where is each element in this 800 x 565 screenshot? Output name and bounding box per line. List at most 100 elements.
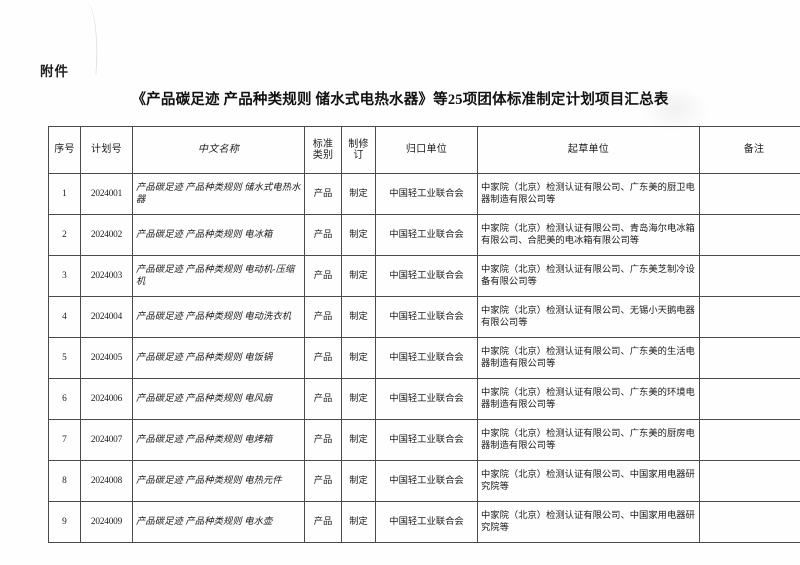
cell-plan-no: 2024001	[80, 173, 133, 215]
page-title: 《产品碳足迹 产品种类规则 储水式电热水器》等25项团体标准制定计划项目汇总表	[131, 92, 669, 108]
cell-seq: 5	[48, 337, 81, 379]
cell-category: 产品	[304, 214, 342, 256]
table-header: 序号 计划号 中文名称 标准 类别 制修 订 归口单位 起草单位 备注	[48, 126, 800, 174]
column-header-revision: 制修 订	[341, 126, 376, 174]
cell-category: 产品	[304, 501, 342, 543]
scan-artifact-curve	[69, 1, 102, 75]
cell-name-cn: 产品碳足迹 产品种类规则 电饭锅	[132, 337, 305, 379]
column-header-seq: 序号	[48, 126, 81, 174]
column-header-plan-no: 计划号	[80, 126, 133, 174]
cell-plan-no: 2024003	[80, 255, 133, 297]
cell-revision: 制定	[341, 419, 376, 461]
cell-revision: 制定	[341, 214, 376, 256]
table-row: 3 2024003 产品碳足迹 产品种类规则 电动机-压缩机 产品 制定 中国轻工业联合会…	[48, 255, 800, 297]
cell-note	[699, 419, 800, 461]
cell-name-cn: 产品碳足迹 产品种类规则 电水壶	[132, 501, 305, 543]
cell-revision: 制定	[341, 378, 376, 420]
cell-org: 中国轻工业联合会	[375, 378, 478, 420]
cell-note	[699, 255, 800, 297]
standards-plan-table: 序号 计划号 中文名称 标准 类别 制修 订 归口单位 起草单位 备注 1 202…	[48, 126, 800, 543]
cell-note	[699, 460, 800, 502]
cell-plan-no: 2024002	[80, 214, 133, 256]
cell-name-cn: 产品碳足迹 产品种类规则 电动机-压缩机	[132, 255, 305, 297]
cell-revision: 制定	[341, 460, 376, 502]
table-row: 8 2024008 产品碳足迹 产品种类规则 电热元件 产品 制定 中国轻工业联合会 中家院…	[48, 460, 800, 502]
cell-name-cn: 产品碳足迹 产品种类规则 电风扇	[132, 378, 305, 420]
cell-category: 产品	[304, 378, 342, 420]
cell-seq: 9	[48, 501, 81, 543]
cell-drafting: 中家院（北京）检测认证有限公司、无锡小天鹅电器有限公司等	[477, 296, 700, 338]
column-header-name-cn: 中文名称	[132, 126, 305, 174]
cell-org: 中国轻工业联合会	[375, 296, 478, 338]
table-header-row: 序号 计划号 中文名称 标准 类别 制修 订 归口单位 起草单位 备注	[48, 126, 800, 174]
attachment-label: 附件	[40, 64, 69, 79]
cell-name-cn: 产品碳足迹 产品种类规则 电热元件	[132, 460, 305, 502]
cell-note	[699, 501, 800, 543]
cell-category: 产品	[304, 460, 342, 502]
cell-revision: 制定	[341, 337, 376, 379]
cell-note	[699, 296, 800, 338]
cell-note	[699, 214, 800, 256]
cell-org: 中国轻工业联合会	[375, 460, 478, 502]
cell-seq: 1	[48, 173, 81, 215]
table-row: 6 2024006 产品碳足迹 产品种类规则 电风扇 产品 制定 中国轻工业联合会 中家院（…	[48, 378, 800, 420]
cell-drafting: 中家院（北京）检测认证有限公司、广东美芝制冷设备有限公司等	[477, 255, 700, 297]
cell-drafting: 中家院（北京）检测认证有限公司、广东美的厨卫电器制造有限公司等	[477, 173, 700, 215]
cell-plan-no: 2024007	[80, 419, 133, 461]
table-row: 9 2024009 产品碳足迹 产品种类规则 电水壶 产品 制定 中国轻工业联合会 中家院（…	[48, 501, 800, 543]
cell-seq: 6	[48, 378, 81, 420]
cell-category: 产品	[304, 173, 342, 215]
table-row: 1 2024001 产品碳足迹 产品种类规则 储水式电热水器 产品 制定 中国轻工业联合会…	[48, 173, 800, 215]
cell-name-cn: 产品碳足迹 产品种类规则 电冰箱	[132, 214, 305, 256]
table-body: 1 2024001 产品碳足迹 产品种类规则 储水式电热水器 产品 制定 中国轻工业联合会…	[48, 173, 800, 543]
column-header-org: 归口单位	[375, 126, 478, 174]
column-header-revision-line1: 制修	[348, 138, 369, 150]
cell-note	[699, 378, 800, 420]
cell-seq: 8	[48, 460, 81, 502]
column-header-category-line1: 标准	[312, 138, 334, 150]
cell-drafting: 中家院（北京）检测认证有限公司、广东美的厨房电器制造有限公司等	[477, 419, 700, 461]
column-header-revision-line2: 订	[353, 150, 364, 161]
cell-org: 中国轻工业联合会	[375, 419, 478, 461]
cell-note	[699, 337, 800, 379]
cell-revision: 制定	[341, 255, 376, 297]
cell-org: 中国轻工业联合会	[375, 501, 478, 543]
cell-revision: 制定	[341, 173, 376, 215]
cell-drafting: 中家院（北京）检测认证有限公司、广东美的环境电器制造有限公司等	[477, 378, 700, 420]
cell-org: 中国轻工业联合会	[375, 255, 478, 297]
cell-category: 产品	[304, 337, 342, 379]
cell-org: 中国轻工业联合会	[375, 173, 478, 215]
cell-name-cn: 产品碳足迹 产品种类规则 储水式电热水器	[132, 173, 305, 215]
cell-plan-no: 2024008	[80, 460, 133, 502]
cell-note	[699, 173, 800, 215]
column-header-drafting: 起草单位	[477, 126, 700, 174]
table-row: 2 2024002 产品碳足迹 产品种类规则 电冰箱 产品 制定 中国轻工业联合会 中家院（…	[48, 214, 800, 256]
cell-org: 中国轻工业联合会	[375, 214, 478, 256]
column-header-category-line2: 类别	[312, 150, 334, 161]
cell-category: 产品	[304, 419, 342, 461]
cell-revision: 制定	[341, 296, 376, 338]
cell-drafting: 中家院（北京）检测认证有限公司、广东美的生活电器制造有限公司等	[477, 337, 700, 379]
column-header-category: 标准 类别	[304, 126, 342, 174]
cell-plan-no: 2024006	[80, 378, 133, 420]
cell-category: 产品	[304, 296, 342, 338]
cell-name-cn: 产品碳足迹 产品种类规则 电烤箱	[132, 419, 305, 461]
cell-plan-no: 2024005	[80, 337, 133, 379]
cell-drafting: 中家院（北京）检测认证有限公司、中国家用电器研究院等	[477, 501, 700, 543]
cell-category: 产品	[304, 255, 342, 297]
table-row: 7 2024007 产品碳足迹 产品种类规则 电烤箱 产品 制定 中国轻工业联合会 中家院（…	[48, 419, 800, 461]
cell-revision: 制定	[341, 501, 376, 543]
cell-seq: 2	[48, 214, 81, 256]
table-row: 4 2024004 产品碳足迹 产品种类规则 电动洗衣机 产品 制定 中国轻工业联合会 中家…	[48, 296, 800, 338]
cell-drafting: 中家院（北京）检测认证有限公司、青岛海尔电冰箱有限公司、合肥美的电冰箱有限公司等	[477, 214, 700, 256]
table-row: 5 2024005 产品碳足迹 产品种类规则 电饭锅 产品 制定 中国轻工业联合会 中家院（…	[48, 337, 800, 379]
cell-drafting: 中家院（北京）检测认证有限公司、中国家用电器研究院等	[477, 460, 700, 502]
cell-org: 中国轻工业联合会	[375, 337, 478, 379]
cell-plan-no: 2024004	[80, 296, 133, 338]
cell-seq: 3	[48, 255, 81, 297]
cell-seq: 4	[48, 296, 81, 338]
cell-plan-no: 2024009	[80, 501, 133, 543]
column-header-note: 备注	[699, 126, 800, 174]
cell-name-cn: 产品碳足迹 产品种类规则 电动洗衣机	[132, 296, 305, 338]
